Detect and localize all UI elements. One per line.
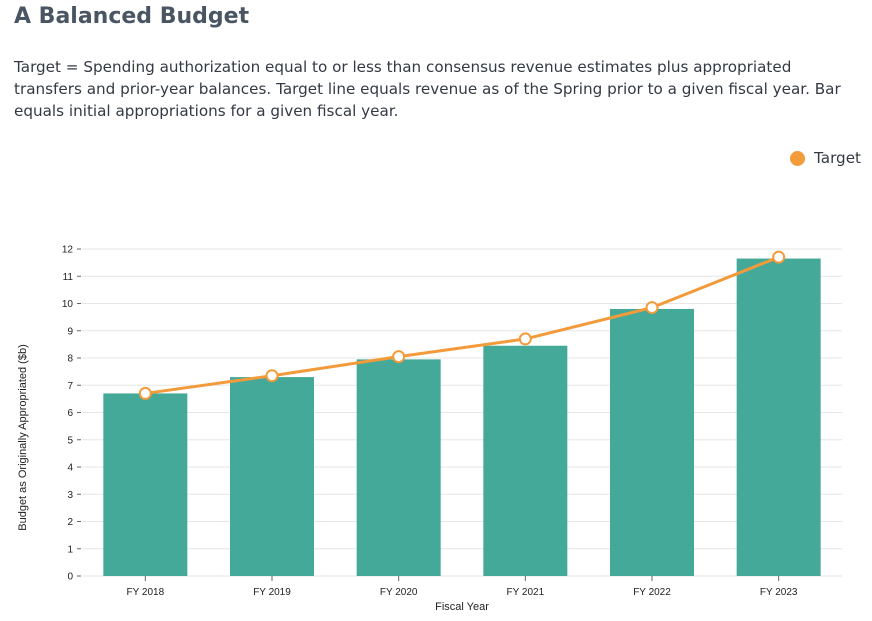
y-tick-label: 7 (67, 381, 73, 392)
y-tick-label: 4 (67, 463, 73, 474)
target-series (138, 250, 786, 400)
y-tick-label: 10 (62, 299, 74, 310)
x-tick-label: FY 2019 (253, 587, 291, 598)
chart-legend[interactable]: Target (790, 149, 861, 167)
y-tick-label: 9 (67, 326, 73, 337)
target-point[interactable] (772, 250, 786, 264)
y-tick-label: 6 (67, 408, 73, 419)
y-tick-label: 2 (67, 517, 73, 528)
bar-fy-2021[interactable] (483, 345, 568, 576)
x-tick-label: FY 2023 (760, 587, 798, 598)
bar-fy-2023[interactable] (736, 258, 821, 576)
y-tick-label: 0 (67, 572, 73, 583)
target-point[interactable] (518, 332, 532, 346)
bar-fy-2018[interactable] (103, 393, 188, 576)
y-tick-label: 12 (62, 245, 74, 256)
y-tick-label: 11 (63, 272, 74, 283)
target-line (145, 255, 780, 395)
legend-target-label: Target (814, 149, 861, 167)
gridlines (82, 248, 842, 577)
x-tick-label: FY 2022 (633, 587, 671, 598)
chart-description: Target = Spending authorization equal to… (14, 58, 841, 120)
y-tick-label: 5 (67, 435, 73, 446)
legend-target-swatch (790, 150, 806, 166)
y-tick-label: 1 (67, 544, 73, 555)
bar-fy-2020[interactable] (356, 359, 441, 576)
target-point[interactable] (645, 301, 659, 315)
bar-fy-2022[interactable] (610, 308, 694, 576)
target-point[interactable] (392, 350, 406, 364)
x-tick-label: FY 2021 (507, 587, 545, 598)
x-axis-title: Fiscal Year (435, 601, 489, 613)
x-tick-label: FY 2020 (380, 587, 418, 598)
bar-series (103, 258, 821, 576)
target-point[interactable] (138, 386, 152, 400)
x-tick-label: FY 2018 (127, 587, 165, 598)
bar-fy-2019[interactable] (230, 377, 314, 576)
target-point[interactable] (265, 369, 279, 383)
y-tick-label: 8 (67, 354, 73, 365)
y-tick-label: 3 (67, 490, 73, 501)
page-title: A Balanced Budget (14, 4, 250, 29)
y-axis-title: Budget as Originally Appropriated ($b) (17, 344, 29, 531)
